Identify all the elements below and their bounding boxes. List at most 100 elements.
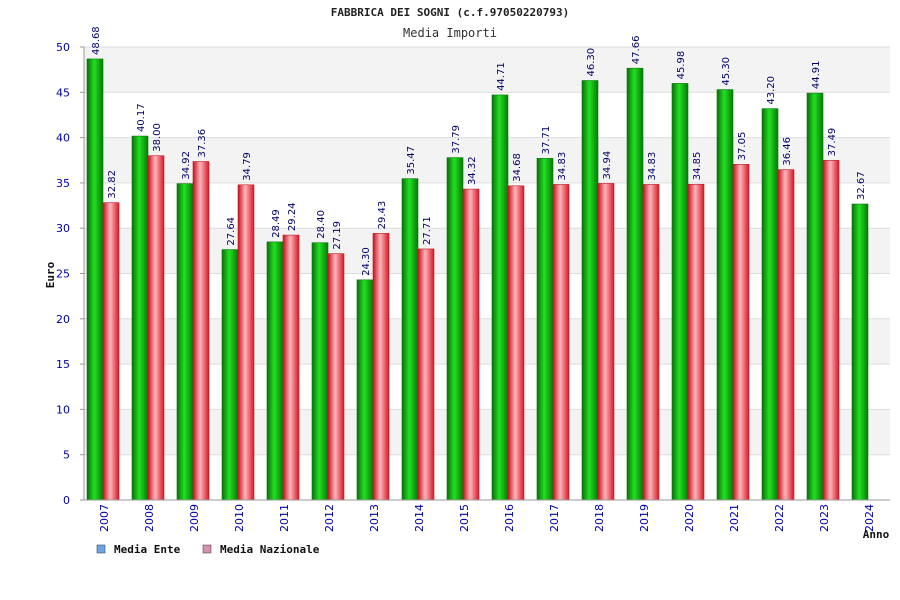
legend-swatch-media-ente [96, 544, 106, 554]
value-label: 34.83 [647, 152, 658, 181]
bar-media-nazionale [642, 184, 660, 501]
grid-band [84, 409, 890, 455]
value-label: 46.30 [586, 48, 597, 77]
x-tick-labels: 2007 2008 2009 2010 2011 2012 2013 2014 2015 2016… [98, 504, 876, 532]
y-tick-label: 0 [63, 494, 70, 507]
value-label: 44.91 [811, 60, 822, 89]
value-label: 40.17 [136, 103, 147, 132]
x-tick-label: 2015 [458, 504, 471, 532]
value-label: 43.20 [766, 76, 777, 105]
value-label: 36.46 [782, 137, 793, 166]
bar-media-ente [851, 203, 869, 501]
bar-media-nazionale [147, 155, 165, 501]
value-label: 34.32 [467, 156, 478, 185]
value-label: 38.00 [152, 123, 163, 152]
bar-media-ente [671, 83, 689, 501]
bar-media-ente [491, 94, 509, 501]
bar-media-ente [806, 92, 824, 501]
value-label: 28.49 [271, 209, 282, 238]
bar-media-ente [446, 157, 464, 501]
legend-label-media-nazionale: Media Nazionale [220, 543, 320, 556]
bar-media-ente [536, 158, 554, 501]
value-labels: 48.68 32.82 40.17 38.00 34.92 37.36 27.64 34.79… [91, 26, 867, 276]
bar-media-nazionale [237, 184, 255, 501]
bar-media-nazionale [687, 183, 705, 501]
y-tick-label: 20 [56, 313, 70, 326]
x-tick-label: 2021 [728, 504, 741, 532]
value-label: 44.71 [496, 62, 507, 91]
value-label: 37.36 [197, 129, 208, 158]
y-tick-label: 35 [56, 177, 70, 190]
x-axis-label: Anno [863, 528, 890, 541]
x-tick-label: 2017 [548, 504, 561, 532]
value-label: 32.67 [856, 171, 867, 200]
grid-bands [84, 47, 890, 455]
grid-band [84, 318, 890, 365]
bar-media-nazionale [597, 183, 615, 501]
bar-media-nazionale [462, 188, 480, 501]
value-label: 34.83 [557, 152, 568, 181]
x-tick-label: 2022 [773, 504, 786, 532]
x-tick-label: 2009 [188, 504, 201, 532]
y-tick-label: 50 [56, 41, 70, 54]
value-label: 28.40 [316, 210, 327, 239]
grid-band [84, 47, 890, 93]
value-label: 45.30 [721, 57, 732, 86]
value-label: 34.68 [512, 153, 523, 182]
grid-lines [80, 46, 890, 501]
x-tick-label: 2010 [233, 504, 246, 532]
bar-media-nazionale [282, 234, 300, 501]
bar-media-nazionale [327, 253, 345, 501]
value-label: 37.05 [737, 132, 748, 161]
value-label: 34.94 [602, 151, 613, 180]
value-label: 24.30 [361, 247, 372, 276]
y-tick-label: 25 [56, 268, 70, 281]
value-label: 27.71 [422, 216, 433, 245]
value-label: 34.79 [242, 152, 253, 181]
legend: Media Ente Media Nazionale [96, 543, 320, 556]
grid-band [84, 137, 890, 183]
bar-media-nazionale [372, 233, 390, 501]
bar-media-ente [311, 242, 329, 501]
bar-media-ente [86, 58, 104, 501]
x-tick-label: 2014 [413, 504, 426, 532]
y-tick-label: 10 [56, 403, 70, 416]
value-label: 47.66 [631, 36, 642, 65]
x-tick-label: 2024 [863, 504, 876, 532]
x-tick-label: 2013 [368, 504, 381, 532]
bar-media-nazionale [777, 169, 795, 501]
value-label: 27.64 [226, 217, 237, 246]
bar-media-ente [626, 67, 644, 501]
grid-band [84, 228, 890, 274]
value-label: 29.43 [377, 201, 388, 230]
bar-media-ente [761, 108, 779, 501]
x-tick-label: 2011 [278, 504, 291, 532]
x-tick-label: 2018 [593, 504, 606, 532]
y-tick-label: 15 [56, 358, 70, 371]
bar-media-ente [266, 241, 284, 501]
bar-media-ente [131, 135, 149, 501]
x-tick-label: 2023 [818, 504, 831, 532]
value-label: 34.92 [181, 151, 192, 180]
chart-title: FABBRICA DEI SOGNI (c.f.97050220793) [331, 6, 569, 19]
bar-media-ente [221, 249, 239, 501]
x-tick-label: 2020 [683, 504, 696, 532]
legend-label-media-ente: Media Ente [114, 543, 181, 556]
value-label: 45.98 [676, 51, 687, 80]
bar-media-nazionale [552, 184, 570, 501]
x-tick-label: 2008 [143, 504, 156, 532]
legend-swatch-media-nazionale [202, 544, 212, 554]
value-label: 37.79 [451, 125, 462, 154]
bar-media-nazionale [507, 185, 525, 501]
value-label: 35.47 [406, 146, 417, 175]
value-label: 34.85 [692, 152, 703, 181]
x-tick-label: 2007 [98, 504, 111, 532]
bar-media-nazionale [417, 248, 435, 501]
x-tick-label: 2012 [323, 504, 336, 532]
value-label: 37.49 [827, 128, 838, 157]
y-axis-label: Euro [44, 261, 57, 288]
y-tick-label: 30 [56, 222, 70, 235]
bar-media-nazionale [102, 202, 120, 501]
